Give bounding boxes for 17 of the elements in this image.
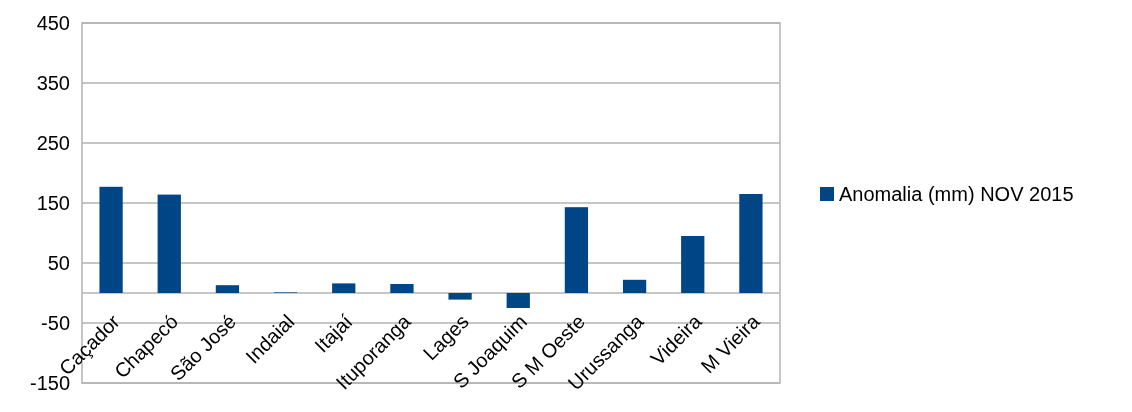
bar: [681, 236, 705, 293]
bar: [739, 194, 763, 293]
bar: [564, 207, 589, 293]
bar: [157, 194, 181, 293]
y-tick-label: 250: [36, 132, 70, 154]
legend-label: Anomalia (mm) NOV 2015: [839, 183, 1074, 205]
y-tick-label: 150: [36, 192, 70, 214]
y-tick-label: 450: [36, 12, 70, 34]
bar: [215, 285, 240, 293]
bar: [390, 284, 414, 293]
y-tick-label: 350: [36, 72, 70, 94]
bar: [448, 293, 472, 300]
bar: [506, 293, 530, 308]
bar: [332, 283, 356, 293]
bar: [622, 279, 647, 293]
bar: [99, 186, 123, 293]
y-tick-label: 50: [47, 252, 70, 274]
